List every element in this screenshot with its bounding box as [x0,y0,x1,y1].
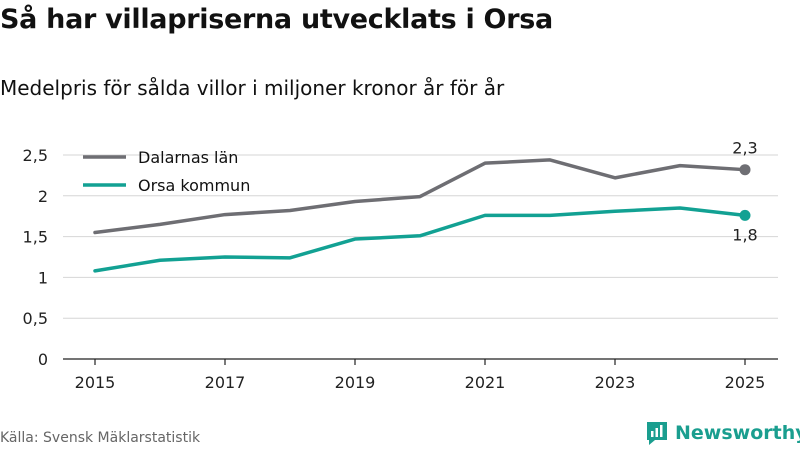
x-tick-label: 2015 [75,373,116,392]
series-line-dalarna [93,158,747,235]
newsworthy-logo-text: Newsworthy [675,422,800,444]
y-tick-label: 1 [38,268,48,287]
y-tick-label: 0,5 [23,309,48,328]
y-tick-label: 1,5 [23,228,48,247]
y-tick-label: 0 [38,350,48,369]
source-note: Källa: Svensk Mäklarstatistik [0,430,201,446]
chart-subtitle: Medelpris för sålda villor i miljoner kr… [0,76,505,100]
series-end-marker-dalarna [739,164,751,176]
y-tick-label: 2,5 [23,146,48,165]
newsworthy-logo: Newsworthy [645,420,800,446]
series-end-label-dalarna: 2,3 [732,139,757,158]
x-tick-label: 2025 [725,373,766,392]
x-tick-label: 2023 [595,373,636,392]
chart-title: Så har villapriserna utvecklats i Orsa [0,4,553,35]
series-end-label-orsa: 1,8 [732,225,757,244]
legend-label-dalarna: Dalarnas län [138,148,238,167]
x-tick-label: 2017 [205,373,246,392]
y-tick-label: 2 [38,187,48,206]
x-tick-label: 2019 [335,373,376,392]
newsworthy-logo-icon [647,422,667,445]
series-line-orsa [93,206,747,273]
series-end-marker-orsa [739,209,751,221]
x-tick-label: 2021 [465,373,506,392]
legend-label-orsa: Orsa kommun [138,176,250,195]
